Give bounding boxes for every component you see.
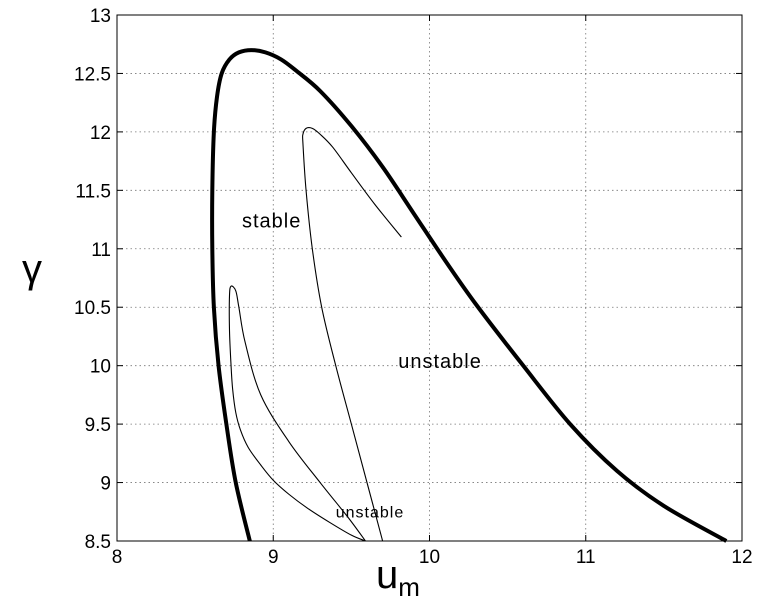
- x-axis-label-main: u: [376, 553, 398, 597]
- y-tick-label: 12: [90, 123, 111, 144]
- x-tick-label: 12: [731, 547, 752, 568]
- instability-region-curve-2: [228, 285, 366, 542]
- y-tick-label: 9.5: [85, 415, 111, 436]
- y-tick-label: 10.5: [74, 298, 111, 319]
- y-tick-label: 13: [90, 6, 111, 27]
- region-label-stable: stable: [242, 211, 301, 233]
- ticks: 8 9 10 11 12 8.5 9 9.5 10 10.5 11 11.5 12 12.5 13: [74, 6, 753, 568]
- x-tick-label: 9: [268, 547, 279, 568]
- curves: [210, 48, 728, 543]
- annotations: stable unstable unstable: [242, 211, 482, 522]
- y-tick-label: 10: [90, 357, 111, 378]
- x-axis-label: um: [376, 553, 420, 601]
- y-tick-label: 9: [100, 474, 111, 495]
- x-tick-label: 11: [576, 547, 596, 568]
- region-label-unstable: unstable: [336, 505, 405, 522]
- x-axis-label-subscript: m: [398, 572, 420, 601]
- stability-boundary-curve: [210, 48, 728, 543]
- instability-region-curve-1: [302, 127, 402, 542]
- y-tick-label: 11.5: [75, 181, 111, 202]
- x-tick-label: 10: [419, 547, 440, 568]
- region-label-unstable: unstable: [398, 351, 482, 373]
- plot-frame: [116, 14, 743, 542]
- y-tick-label: 11: [91, 240, 111, 261]
- grid: [117, 15, 742, 541]
- x-tick-label: 8: [112, 547, 123, 568]
- y-tick-label: 12.5: [74, 64, 111, 85]
- y-tick-label: 8.5: [85, 532, 111, 553]
- y-axis-label: γ: [22, 247, 42, 291]
